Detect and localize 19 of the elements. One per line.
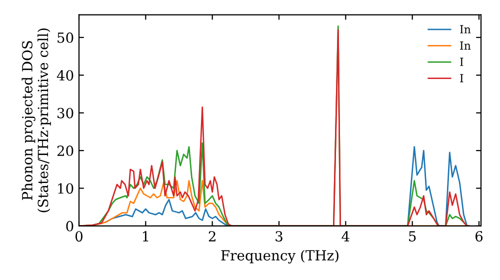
- x-tick-label: 2: [208, 231, 216, 242]
- legend-label: In: [460, 25, 471, 34]
- x-tick-label: 3: [276, 231, 282, 242]
- legend-label: In: [460, 41, 471, 50]
- y-tick-label: 0: [66, 220, 74, 232]
- x-tick-label: 5: [409, 231, 416, 242]
- x-axis-title: Frequency (THz): [221, 250, 338, 264]
- y-tick-label: 10: [58, 183, 74, 194]
- y-tick-label: 20: [57, 146, 74, 156]
- y-axis-title: Phonon projected DOS (States/THz·primitive cell): [22, 28, 51, 212]
- x-tick-label: 4: [342, 231, 350, 242]
- legend-label: I: [460, 74, 464, 82]
- y-tick-label: 50: [58, 32, 74, 43]
- y-tick-label: 30: [58, 108, 74, 118]
- x-tick-label: 6: [476, 231, 483, 242]
- y-tick-label: 40: [56, 70, 74, 81]
- x-tick-label: 0: [75, 231, 82, 242]
- legend-label: I: [460, 58, 464, 66]
- x-tick-label: 1: [142, 231, 148, 242]
